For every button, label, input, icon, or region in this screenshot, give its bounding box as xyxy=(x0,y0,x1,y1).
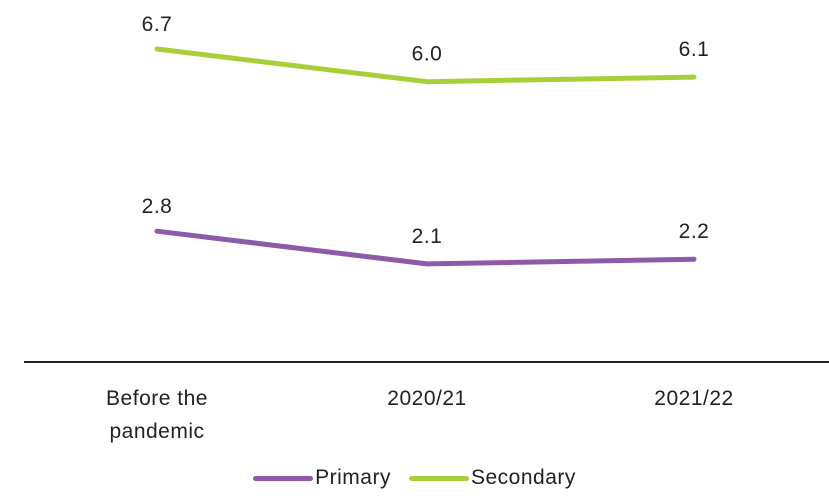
x-tick-label-2: 2021/22 xyxy=(654,387,733,410)
data-label-secondary-1: 6.0 xyxy=(412,43,443,66)
data-label-secondary-0: 6.7 xyxy=(142,13,173,36)
legend-label-secondary: Secondary xyxy=(470,466,576,489)
line-chart: 2.8 2.1 2.2 6.7 6.0 6.1 Before the pandemic 202… xyxy=(24,13,829,443)
legend-swatch-primary xyxy=(253,475,314,481)
series-layer xyxy=(154,46,697,267)
data-label-secondary-2: 6.1 xyxy=(679,38,710,61)
data-label-primary-1: 2.1 xyxy=(412,225,443,248)
x-tick-label-layer: Before the pandemic 2020/21 2021/22 xyxy=(106,387,733,443)
legend-item-primary: Primary xyxy=(253,466,391,490)
legend-item-secondary: Secondary xyxy=(408,466,576,490)
series-line-primary xyxy=(154,228,697,267)
data-label-primary-2: 2.2 xyxy=(679,220,710,243)
x-tick-label-0: Before the pandemic xyxy=(106,387,208,443)
legend-label-primary: Primary xyxy=(315,466,391,489)
chart-legend: Primary Secondary xyxy=(0,466,829,490)
x-tick-label-1: 2020/21 xyxy=(387,387,466,410)
data-label-primary-0: 2.8 xyxy=(142,195,173,218)
data-label-layer: 2.8 2.1 2.2 6.7 6.0 6.1 xyxy=(142,13,710,248)
legend-swatch-secondary xyxy=(408,475,469,481)
series-line-secondary xyxy=(154,46,697,85)
